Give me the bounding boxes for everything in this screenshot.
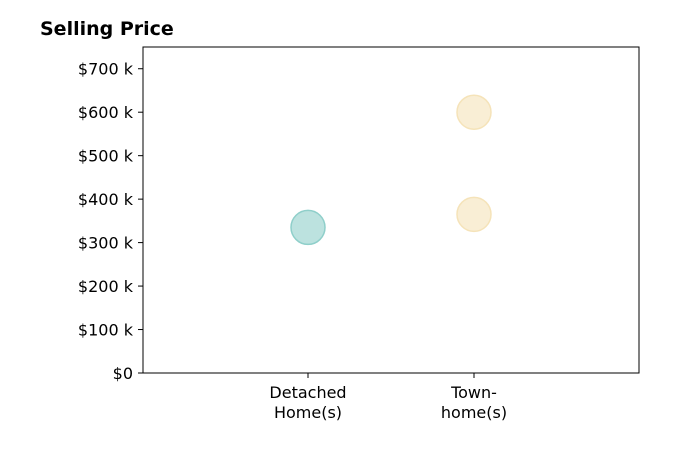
- data-point: [456, 196, 492, 233]
- y-tick-label: $300 k: [78, 234, 134, 253]
- x-tick-label: home(s): [441, 403, 507, 422]
- y-tick-label: $600 k: [78, 103, 134, 122]
- x-tick-label: Town-: [450, 383, 497, 402]
- x-tick-label: Home(s): [274, 403, 342, 422]
- data-point: [290, 209, 326, 246]
- y-tick-label: $700 k: [78, 60, 134, 79]
- y-tick-label: $100 k: [78, 321, 134, 340]
- plot-area: [142, 46, 640, 374]
- y-tick-label: $500 k: [78, 147, 134, 166]
- y-tick-label: $0: [113, 364, 133, 383]
- y-axis: $0 $100 k $200 k $300 k $400 k $500 k $600 k $7…: [78, 60, 143, 383]
- chart-title: Selling Price: [40, 18, 174, 40]
- data-point: [456, 94, 492, 130]
- y-tick-label: $200 k: [78, 277, 134, 296]
- y-tick-label: $400 k: [78, 190, 134, 209]
- x-tick-label: Detached: [269, 383, 346, 402]
- data-points: [290, 94, 492, 246]
